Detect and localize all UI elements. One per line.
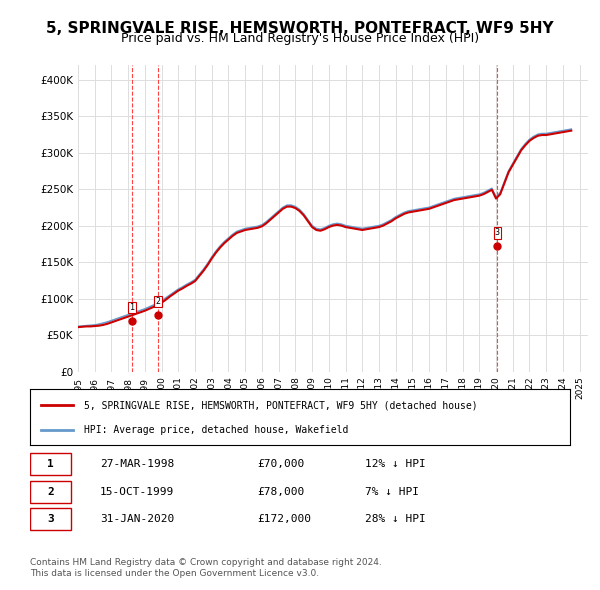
Text: Contains HM Land Registry data © Crown copyright and database right 2024.: Contains HM Land Registry data © Crown c… bbox=[30, 558, 382, 566]
Text: 28% ↓ HPI: 28% ↓ HPI bbox=[365, 514, 425, 524]
Text: 31-JAN-2020: 31-JAN-2020 bbox=[100, 514, 175, 524]
Text: HPI: Average price, detached house, Wakefield: HPI: Average price, detached house, Wake… bbox=[84, 425, 349, 435]
Text: 5, SPRINGVALE RISE, HEMSWORTH, PONTEFRACT, WF9 5HY: 5, SPRINGVALE RISE, HEMSWORTH, PONTEFRAC… bbox=[46, 21, 554, 35]
FancyBboxPatch shape bbox=[30, 453, 71, 475]
Text: 15-OCT-1999: 15-OCT-1999 bbox=[100, 487, 175, 497]
Text: 27-MAR-1998: 27-MAR-1998 bbox=[100, 459, 175, 469]
Text: £172,000: £172,000 bbox=[257, 514, 311, 524]
Text: 1: 1 bbox=[47, 459, 54, 469]
FancyBboxPatch shape bbox=[30, 508, 71, 530]
Text: 2: 2 bbox=[155, 297, 161, 306]
Text: 2: 2 bbox=[47, 487, 54, 497]
Text: 7% ↓ HPI: 7% ↓ HPI bbox=[365, 487, 419, 497]
Text: 3: 3 bbox=[495, 228, 500, 237]
Text: This data is licensed under the Open Government Licence v3.0.: This data is licensed under the Open Gov… bbox=[30, 569, 319, 578]
Text: 12% ↓ HPI: 12% ↓ HPI bbox=[365, 459, 425, 469]
Text: £70,000: £70,000 bbox=[257, 459, 304, 469]
Text: 5, SPRINGVALE RISE, HEMSWORTH, PONTEFRACT, WF9 5HY (detached house): 5, SPRINGVALE RISE, HEMSWORTH, PONTEFRAC… bbox=[84, 400, 478, 410]
Text: 1: 1 bbox=[130, 303, 134, 312]
Text: Price paid vs. HM Land Registry's House Price Index (HPI): Price paid vs. HM Land Registry's House … bbox=[121, 32, 479, 45]
Text: £78,000: £78,000 bbox=[257, 487, 304, 497]
Text: 3: 3 bbox=[47, 514, 54, 524]
FancyBboxPatch shape bbox=[30, 481, 71, 503]
